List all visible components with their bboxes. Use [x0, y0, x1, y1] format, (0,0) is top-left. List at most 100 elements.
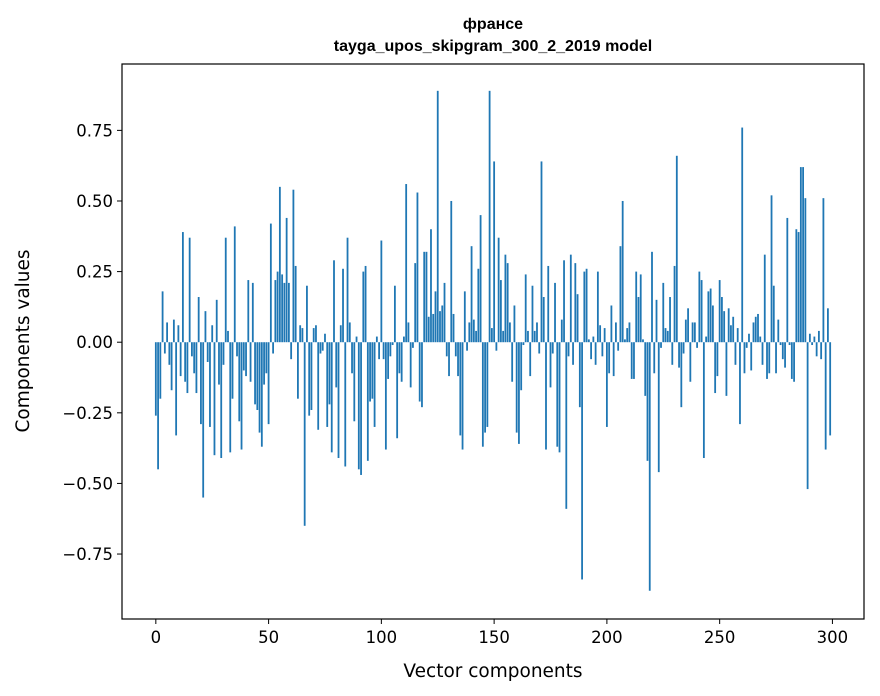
bar [630, 342, 633, 379]
bar [418, 342, 421, 402]
bar [348, 322, 351, 343]
bar [157, 342, 159, 470]
bar [486, 342, 489, 427]
bar [375, 336, 378, 343]
bar [569, 254, 572, 343]
x-tick-label: 0 [151, 628, 162, 647]
bar [804, 198, 807, 343]
bar [333, 260, 335, 343]
bar [220, 342, 223, 459]
x-tick-label: 300 [817, 628, 849, 647]
bar [238, 342, 241, 422]
bar [524, 274, 527, 343]
bar [412, 342, 414, 348]
y-tick-label: 0.00 [76, 333, 113, 352]
bar [599, 325, 602, 343]
bar [391, 342, 394, 346]
bar [829, 342, 832, 436]
bar [827, 308, 829, 343]
bar [213, 342, 216, 456]
bar [772, 285, 775, 343]
bar [813, 336, 816, 343]
bar [328, 342, 331, 405]
x-tick-label: 100 [366, 628, 398, 647]
bar [236, 342, 238, 357]
bar [533, 330, 536, 343]
bar [799, 167, 802, 343]
bar [290, 342, 293, 360]
bar [281, 274, 284, 343]
x-axis-label: Vector components [403, 661, 582, 682]
bar [793, 342, 795, 382]
bar [743, 342, 746, 374]
bar [653, 342, 656, 374]
bar [258, 342, 261, 433]
bar [662, 282, 665, 343]
bar [303, 342, 306, 526]
bar [612, 342, 615, 377]
bar [576, 294, 579, 343]
bar [229, 342, 232, 453]
bar [283, 282, 286, 343]
bar [436, 90, 439, 343]
bar [664, 328, 667, 343]
bar [337, 342, 340, 459]
bar [416, 192, 419, 343]
bar [396, 342, 399, 439]
bar [509, 322, 511, 343]
bar [204, 311, 207, 343]
bar [448, 342, 450, 377]
bar [423, 251, 426, 343]
bar [457, 342, 459, 377]
bar [592, 336, 595, 343]
bar [211, 325, 214, 343]
bar [594, 342, 597, 365]
bar [610, 305, 613, 343]
bar [364, 265, 367, 343]
plot-frame [121, 63, 865, 620]
bar [581, 342, 583, 580]
bar [754, 316, 757, 343]
bar [644, 342, 647, 396]
bar [387, 342, 390, 379]
bar [585, 268, 588, 343]
bar [439, 311, 441, 343]
bar [736, 328, 739, 343]
bar [504, 254, 507, 343]
bar [206, 342, 209, 362]
bar [324, 333, 326, 343]
bar [254, 342, 256, 405]
bar [362, 271, 365, 343]
bar [684, 319, 687, 343]
bar [763, 254, 766, 343]
bar [267, 342, 270, 425]
bar [427, 316, 430, 343]
bar [705, 336, 708, 343]
bar [721, 297, 723, 343]
bar [639, 274, 642, 343]
bar [315, 325, 317, 343]
bar [181, 232, 184, 343]
bar [360, 342, 362, 475]
bar [806, 342, 809, 490]
bar [615, 322, 617, 343]
bar [342, 268, 344, 343]
bar [648, 342, 651, 591]
bar [452, 313, 455, 343]
bar [294, 265, 297, 343]
bar [310, 342, 313, 410]
bar [811, 342, 814, 346]
bar [572, 342, 574, 365]
bar [626, 328, 629, 343]
bar [389, 342, 392, 357]
bar [714, 342, 717, 394]
y-tick-label: 0.50 [76, 192, 113, 211]
bar [766, 342, 768, 379]
bar [371, 342, 374, 399]
bar [698, 271, 701, 343]
bar [567, 342, 570, 357]
y-tick-label: −0.25 [62, 404, 113, 423]
bar [272, 342, 274, 354]
bar [177, 325, 180, 343]
y-ticks: −0.75 −0.50 −0.25 0.00 0.25 0.50 0.75 [62, 121, 122, 564]
